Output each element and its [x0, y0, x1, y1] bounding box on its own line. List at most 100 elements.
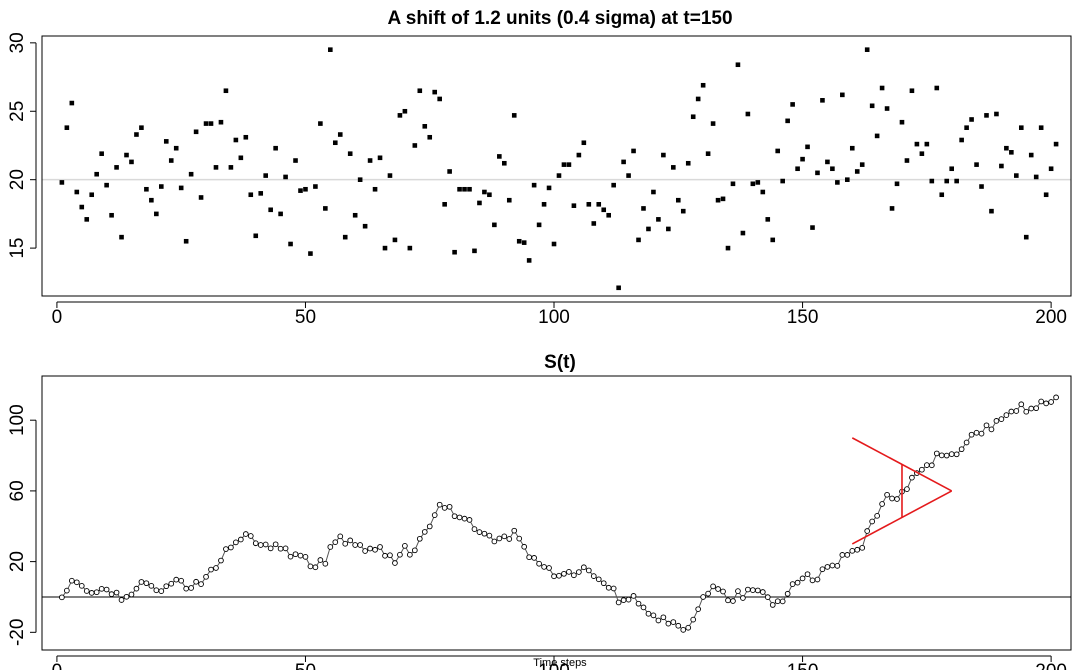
data-point [158, 588, 165, 594]
data-point [943, 452, 950, 459]
data-point [218, 557, 224, 564]
data-point [909, 88, 915, 94]
data-point [148, 582, 155, 589]
data-point [313, 184, 318, 189]
chart-2-x-axis-label: Time steps [533, 657, 587, 669]
data-point [278, 211, 283, 217]
data-point [1013, 408, 1020, 414]
data-point [139, 125, 144, 130]
data-point [322, 560, 329, 567]
data-point [347, 151, 353, 156]
data-point [685, 160, 691, 166]
data-point [1028, 405, 1035, 412]
data-point [750, 587, 756, 593]
data-point [730, 598, 736, 604]
chart-2-plot-frame [41, 375, 1072, 651]
data-point [666, 226, 671, 232]
data-point [745, 111, 751, 117]
data-point [978, 430, 985, 437]
data-point [810, 225, 815, 230]
data-point [621, 159, 626, 165]
data-point [526, 258, 532, 263]
data-point [104, 182, 109, 188]
data-point [427, 134, 433, 140]
data-point [203, 121, 209, 126]
data-point [1053, 141, 1059, 147]
data-point [511, 527, 518, 534]
data-point [163, 139, 169, 144]
x-tick-label: 150 [787, 661, 819, 670]
data-point [1018, 401, 1025, 408]
data-point [879, 85, 885, 91]
data-point [412, 143, 418, 148]
x-tick-label: 50 [295, 307, 316, 328]
data-point [59, 594, 65, 601]
chart-1-title: A shift of 1.2 units (0.4 sigma) at t=15… [387, 8, 732, 29]
data-point [849, 145, 855, 151]
data-point [571, 572, 577, 579]
data-point [64, 587, 70, 594]
data-point [670, 619, 677, 625]
data-point [884, 106, 890, 111]
data-point [198, 581, 204, 587]
data-point [247, 533, 254, 539]
data-point [556, 572, 562, 579]
data-point [98, 585, 105, 592]
data-point [109, 212, 114, 218]
data-point [511, 113, 517, 118]
x-tick-label: 0 [52, 307, 63, 328]
chart-1-y-axis: 15 20 25 30 [7, 32, 37, 259]
data-point [1018, 125, 1024, 130]
data-point [332, 539, 339, 546]
data-point [382, 245, 388, 251]
data-point [974, 162, 979, 167]
data-point [695, 96, 701, 102]
y-tick-label: -20 [7, 619, 28, 646]
data-point [720, 588, 726, 595]
x-tick-label: 0 [52, 661, 63, 670]
data-point [815, 170, 820, 176]
data-point [1043, 192, 1049, 198]
data-point [257, 542, 264, 548]
data-point [89, 192, 95, 198]
data-point [242, 531, 249, 537]
data-point [267, 545, 274, 552]
data-point [645, 610, 652, 617]
data-point [968, 431, 975, 438]
data-point [486, 532, 493, 539]
data-point [193, 129, 199, 135]
data-point [919, 466, 925, 473]
data-point [253, 233, 259, 239]
data-point [730, 181, 736, 187]
data-point [759, 589, 766, 595]
data-point [407, 245, 413, 251]
data-point [894, 496, 900, 502]
data-point [68, 577, 75, 584]
data-point [665, 620, 672, 627]
data-point [188, 585, 194, 591]
data-point [426, 523, 433, 530]
data-point [447, 169, 452, 174]
data-point [869, 103, 875, 109]
data-point [680, 626, 687, 633]
data-point [228, 544, 234, 551]
data-point [218, 119, 224, 125]
data-point [750, 181, 756, 187]
data-point [735, 62, 741, 68]
data-point [84, 217, 90, 222]
data-point [864, 528, 871, 534]
data-point [774, 598, 781, 605]
data-point [283, 174, 288, 180]
data-point [491, 538, 498, 545]
data-point [765, 217, 771, 222]
data-point [421, 529, 428, 535]
data-point [596, 202, 602, 207]
x-tick-label: 150 [787, 307, 819, 328]
data-point [944, 178, 950, 184]
data-point [963, 439, 970, 446]
data-point [809, 577, 816, 584]
data-point [377, 155, 383, 161]
data-point [159, 184, 164, 189]
data-point [820, 98, 825, 103]
data-point [362, 223, 368, 229]
